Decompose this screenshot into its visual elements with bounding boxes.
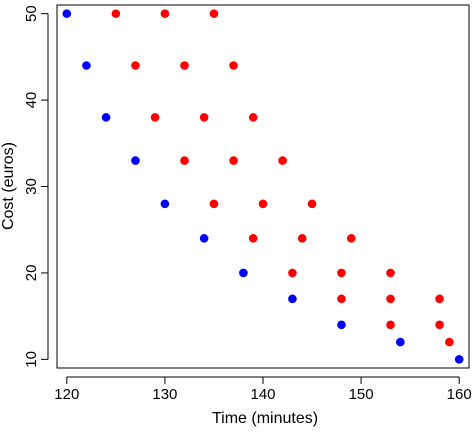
red-point — [180, 61, 189, 70]
x-tick-label: 130 — [152, 386, 177, 403]
red-point — [131, 61, 140, 70]
blue-point — [160, 199, 170, 209]
red-point — [386, 320, 395, 330]
y-tick-label: 50 — [23, 5, 40, 22]
data-points — [62, 9, 464, 364]
red-point — [199, 113, 209, 122]
red-point — [337, 294, 346, 304]
blue-point — [454, 355, 464, 364]
red-point — [258, 199, 268, 209]
red-point — [278, 156, 287, 165]
red-point — [337, 268, 346, 278]
x-tick-label: 120 — [54, 386, 79, 403]
x-tick-label: 160 — [447, 386, 472, 403]
red-point — [150, 113, 160, 122]
red-point — [435, 320, 444, 330]
blue-point — [337, 320, 346, 330]
red-point — [248, 234, 258, 243]
red-point — [288, 268, 297, 278]
red-point — [209, 199, 219, 209]
red-point — [445, 337, 454, 347]
red-point — [435, 294, 444, 304]
blue-point — [396, 337, 405, 347]
x-tick-label: 150 — [349, 386, 374, 403]
red-point — [160, 9, 170, 18]
red-point — [111, 9, 121, 18]
blue-point — [62, 9, 72, 18]
y-tick-label: 30 — [23, 178, 40, 195]
red-point — [297, 234, 307, 243]
red-point — [248, 113, 258, 122]
x-axis-title: Time (minutes) — [212, 410, 318, 427]
plot-frame — [56, 4, 470, 369]
red-point — [180, 156, 189, 165]
blue-point — [131, 156, 140, 165]
y-tick-label: 10 — [23, 351, 40, 368]
blue-point — [288, 294, 297, 304]
red-point — [209, 9, 219, 18]
red-point — [229, 61, 238, 70]
x-axis: 120 130 140 150 160 — [54, 376, 472, 403]
red-point — [386, 294, 395, 304]
y-axis: 10 20 30 40 50 — [23, 5, 49, 368]
y-tick-label: 40 — [23, 92, 40, 109]
y-axis-title: Cost (euros) — [0, 142, 17, 230]
red-point — [307, 199, 317, 209]
red-point — [229, 156, 238, 165]
y-tick-label: 20 — [23, 265, 40, 282]
red-point — [386, 268, 395, 278]
blue-point — [199, 234, 209, 243]
blue-point — [101, 113, 111, 122]
red-point — [346, 234, 356, 243]
x-tick-label: 140 — [250, 386, 275, 403]
blue-point — [239, 268, 248, 278]
blue-point — [82, 61, 91, 70]
